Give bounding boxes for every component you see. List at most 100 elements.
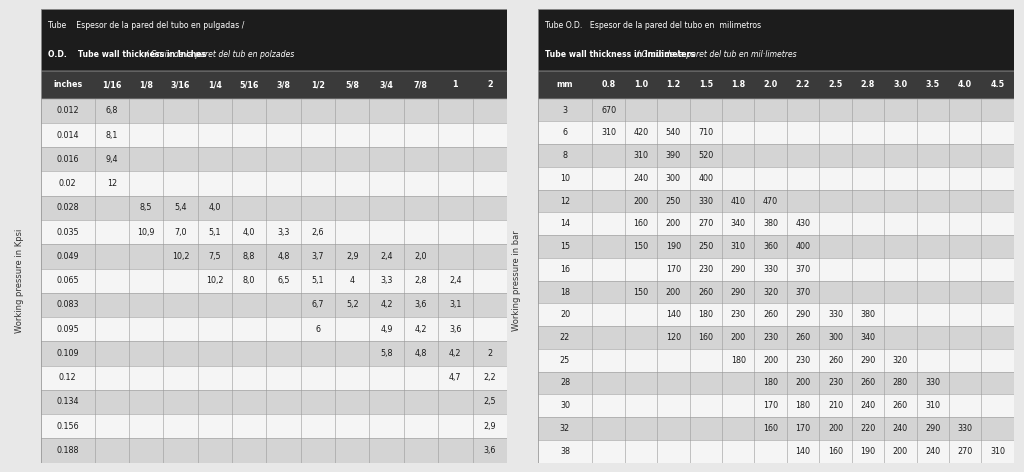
Text: 7,0: 7,0 (174, 228, 186, 236)
Text: 430: 430 (796, 219, 811, 228)
Text: 120: 120 (666, 333, 681, 342)
Text: 0.188: 0.188 (56, 446, 79, 455)
Text: 2,8: 2,8 (415, 276, 427, 285)
Text: 2,9: 2,9 (483, 421, 496, 430)
Text: 260: 260 (828, 356, 843, 365)
Text: 5,4: 5,4 (174, 203, 186, 212)
Text: 10,9: 10,9 (137, 228, 155, 236)
Text: 4,0: 4,0 (243, 228, 255, 236)
Text: 18: 18 (560, 287, 570, 296)
Bar (41, 147, 507, 171)
Text: 220: 220 (860, 424, 876, 433)
Bar (41, 244, 507, 269)
Text: 2.8: 2.8 (861, 80, 876, 89)
Text: 3: 3 (562, 106, 567, 115)
Bar (41, 293, 507, 317)
Text: 710: 710 (698, 128, 714, 137)
Text: 2,5: 2,5 (483, 397, 496, 406)
Text: 4,2: 4,2 (380, 300, 393, 309)
Text: 270: 270 (957, 447, 973, 455)
Text: 5,1: 5,1 (311, 276, 325, 285)
Text: 12: 12 (560, 196, 570, 205)
Bar (41, 438, 507, 463)
Text: 5,1: 5,1 (209, 228, 221, 236)
Text: inches: inches (53, 80, 82, 89)
Text: 3,6: 3,6 (415, 300, 427, 309)
Text: 240: 240 (634, 174, 648, 183)
Bar (41, 341, 507, 365)
Text: 32: 32 (560, 424, 570, 433)
Text: 15: 15 (560, 242, 570, 251)
Text: 1/2: 1/2 (311, 80, 325, 89)
Text: Tube    Espesor de la pared del tubo en pulgadas /: Tube Espesor de la pared del tubo en pul… (48, 21, 245, 31)
Text: 400: 400 (698, 174, 714, 183)
Text: 300: 300 (666, 174, 681, 183)
Text: 20: 20 (560, 310, 570, 319)
Text: 340: 340 (731, 219, 745, 228)
Bar (538, 235, 1014, 258)
Bar (538, 121, 1014, 144)
Text: O.D.    Tube wall thickness in Inches: O.D. Tube wall thickness in Inches (48, 50, 206, 59)
Text: 180: 180 (698, 310, 714, 319)
Text: 390: 390 (666, 151, 681, 160)
Text: 8,0: 8,0 (243, 276, 255, 285)
Text: 180: 180 (796, 401, 811, 410)
Bar (41, 9, 507, 71)
Text: 230: 230 (731, 310, 745, 319)
Text: 0.016: 0.016 (56, 155, 79, 164)
Text: 6,5: 6,5 (278, 276, 290, 285)
Text: 1.2: 1.2 (667, 80, 681, 89)
Bar (41, 390, 507, 414)
Bar (41, 365, 507, 390)
Text: 290: 290 (730, 265, 745, 274)
Text: 12: 12 (106, 179, 117, 188)
Text: 310: 310 (926, 401, 940, 410)
Text: 200: 200 (731, 333, 745, 342)
Bar (538, 326, 1014, 349)
Text: 1.0: 1.0 (634, 80, 648, 89)
Text: 330: 330 (698, 196, 714, 205)
Text: 6,8: 6,8 (105, 106, 118, 115)
Text: 540: 540 (666, 128, 681, 137)
Text: 380: 380 (860, 310, 876, 319)
Text: 0.012: 0.012 (56, 106, 79, 115)
Text: 260: 260 (860, 379, 876, 388)
Text: 6: 6 (315, 325, 321, 334)
Text: 380: 380 (763, 219, 778, 228)
Text: 260: 260 (763, 310, 778, 319)
Text: 10,2: 10,2 (172, 252, 189, 261)
Text: 190: 190 (860, 447, 876, 455)
Text: 2,2: 2,2 (483, 373, 496, 382)
Bar (538, 440, 1014, 463)
Bar (538, 144, 1014, 167)
Text: 3,3: 3,3 (381, 276, 393, 285)
Text: 400: 400 (796, 242, 811, 251)
Bar (538, 394, 1014, 417)
Text: 2,4: 2,4 (380, 252, 393, 261)
Text: 420: 420 (634, 128, 648, 137)
Text: 22: 22 (560, 333, 570, 342)
Text: 520: 520 (698, 151, 714, 160)
Bar (41, 269, 507, 293)
Bar (538, 349, 1014, 371)
Text: 0.8: 0.8 (601, 80, 615, 89)
Text: 0.014: 0.014 (56, 131, 79, 140)
Text: 180: 180 (731, 356, 745, 365)
Text: 180: 180 (763, 379, 778, 388)
Bar (41, 123, 507, 147)
Bar (41, 317, 507, 341)
Text: 2: 2 (486, 80, 493, 89)
Text: 160: 160 (634, 219, 648, 228)
Text: 290: 290 (796, 310, 811, 319)
Text: 9,4: 9,4 (105, 155, 118, 164)
Text: 360: 360 (763, 242, 778, 251)
Text: 0.095: 0.095 (56, 325, 79, 334)
Text: 170: 170 (763, 401, 778, 410)
Text: 140: 140 (666, 310, 681, 319)
Text: 240: 240 (893, 424, 908, 433)
Text: 3/8: 3/8 (276, 80, 291, 89)
Bar (538, 212, 1014, 235)
Text: 3.5: 3.5 (926, 80, 940, 89)
Text: 160: 160 (698, 333, 714, 342)
Text: 4,2: 4,2 (450, 349, 462, 358)
